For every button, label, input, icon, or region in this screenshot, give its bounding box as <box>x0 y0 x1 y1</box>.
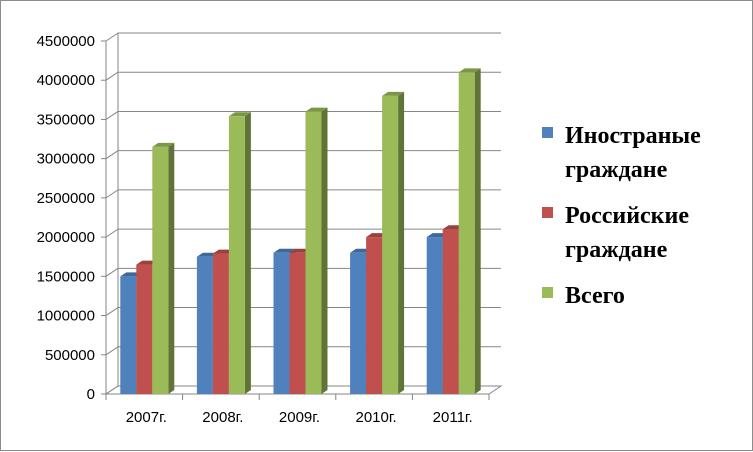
bar-front <box>426 237 443 394</box>
x-tick-label: 2008г. <box>202 409 243 426</box>
y-tick-label: 1000000 <box>37 308 95 325</box>
bar <box>152 142 175 394</box>
y-tick-label: 3000000 <box>37 151 95 168</box>
y-tick-label: 4500000 <box>37 33 95 50</box>
y-tick-label: 3500000 <box>37 111 95 128</box>
y-tick-label: 500000 <box>45 347 95 364</box>
bar-front <box>366 237 383 394</box>
legend-label: Всего <box>565 283 625 309</box>
x-tick-label: 2007г. <box>126 409 167 426</box>
x-tick-label: 2010г. <box>356 409 397 426</box>
gridline-side <box>105 71 119 81</box>
y-tick-label: 2500000 <box>37 190 95 207</box>
x-tick-label: 2009г. <box>279 409 320 426</box>
bar-front <box>305 111 322 394</box>
bar <box>458 68 481 394</box>
gridline-side <box>105 189 119 199</box>
bar-side <box>398 91 405 395</box>
bar-front <box>289 252 306 394</box>
bar-front <box>273 252 290 394</box>
bar-front <box>152 146 169 394</box>
legend-label: Иностраные <box>565 123 701 149</box>
y-tick-label: 2000000 <box>37 229 95 246</box>
x-tick-label: 2011г. <box>433 409 473 426</box>
gridline-side <box>105 267 119 277</box>
bar-front <box>382 95 399 395</box>
bar-front <box>212 253 229 394</box>
bar-front <box>442 229 459 394</box>
bar-top <box>458 68 481 73</box>
y-tick-label: 1500000 <box>37 268 95 285</box>
legend-swatch <box>542 287 553 298</box>
legend-label: граждане <box>565 237 668 263</box>
legend-label: граждане <box>565 157 668 183</box>
bar-top <box>273 248 296 253</box>
bar-front <box>458 72 475 394</box>
gridline-side <box>105 150 119 160</box>
bar-front <box>136 264 153 394</box>
bar-front <box>350 252 367 394</box>
gridline-side <box>105 228 119 238</box>
gridline-side <box>105 307 119 316</box>
bar-front <box>228 116 245 394</box>
bar-front <box>196 256 213 394</box>
bar <box>228 112 251 394</box>
bar <box>305 107 328 394</box>
bar-side <box>474 68 481 394</box>
bar <box>382 91 405 395</box>
y-tick-label: 4000000 <box>37 72 95 89</box>
gridline-side <box>105 32 119 42</box>
bar-side <box>321 107 328 394</box>
bar-top <box>382 91 405 96</box>
bar-side <box>244 112 251 394</box>
legend-swatch <box>542 207 553 218</box>
bar-side <box>168 142 175 394</box>
gridline-side <box>105 346 119 356</box>
bar-top <box>228 112 251 117</box>
gridline-side <box>105 111 119 120</box>
legend-swatch <box>542 127 553 138</box>
y-tick-label: 0 <box>87 386 95 403</box>
legend-label: Российские <box>565 203 689 229</box>
bar-front <box>120 276 137 394</box>
bar-top <box>305 107 328 112</box>
bar-top <box>152 142 175 147</box>
